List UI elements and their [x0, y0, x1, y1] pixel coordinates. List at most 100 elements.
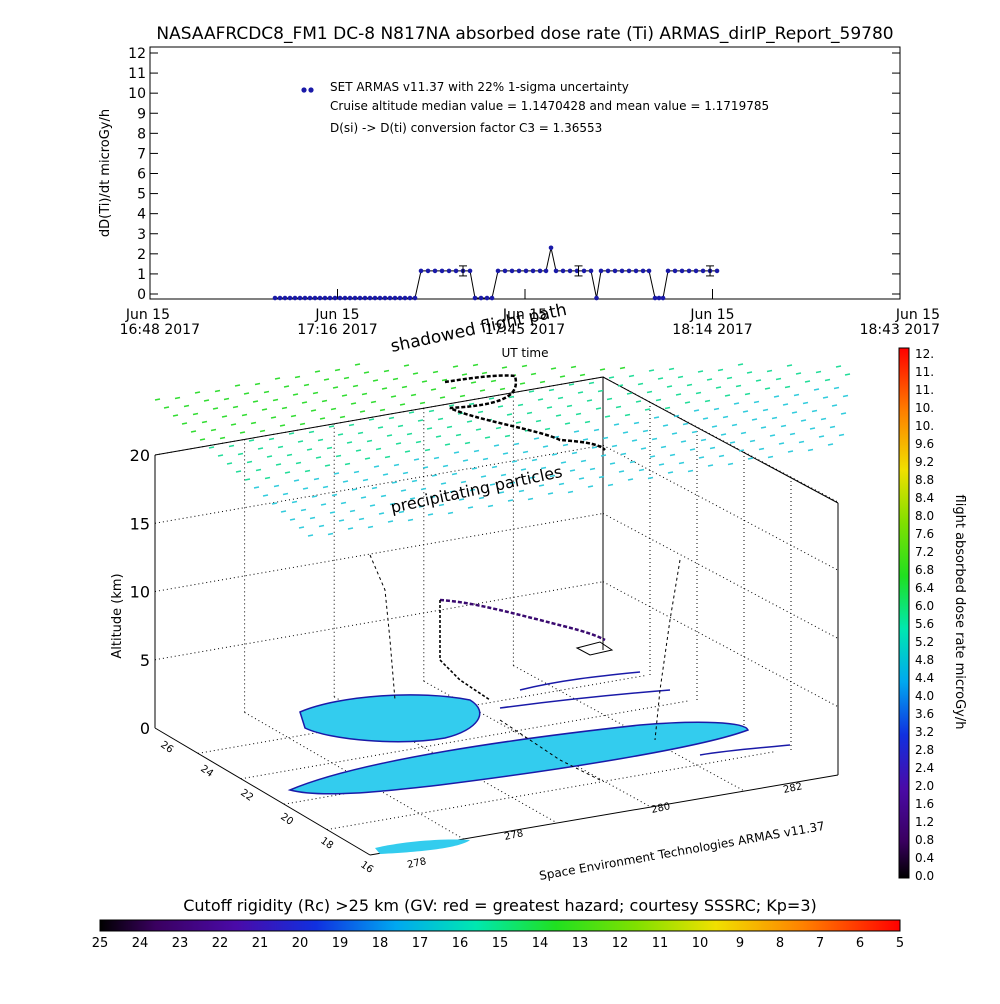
- particle-mark: [217, 454, 224, 457]
- particle-mark: [488, 397, 495, 400]
- dose-colorbar-tick-label: 9.2: [915, 455, 934, 469]
- particle-mark: [335, 454, 342, 458]
- particle-mark: [337, 433, 344, 436]
- dose-colorbar-tick-label: 3.6: [915, 707, 934, 721]
- particle-mark: [698, 456, 705, 459]
- particle-mark: [686, 383, 693, 387]
- particle-mark: [624, 413, 631, 417]
- dose-colorbar-tick-label: 10.: [915, 401, 934, 415]
- particle-mark: [221, 415, 228, 418]
- y-tick-label: 6: [137, 167, 146, 183]
- particle-mark: [608, 376, 615, 379]
- altitude-tick-label: 0: [140, 719, 150, 738]
- particle-mark: [711, 425, 718, 428]
- dose-rate-point: [472, 295, 478, 301]
- particle-mark: [432, 370, 439, 374]
- dose-rate-point: [640, 268, 646, 274]
- particle-mark: [727, 462, 734, 466]
- particle-mark: [361, 392, 368, 396]
- dose-rate-point: [489, 295, 495, 301]
- particle-mark: [444, 443, 451, 446]
- rigidity-colorbar-tick-label: 16: [452, 936, 469, 951]
- latitude-tick-label: 16: [358, 859, 375, 875]
- particle-mark: [586, 399, 593, 402]
- particle-mark: [458, 498, 465, 501]
- particle-mark: [201, 420, 208, 424]
- particle-mark: [747, 457, 754, 460]
- y-tick-label: 2: [137, 247, 146, 263]
- rigidity-colorbar-tick-label: 19: [332, 936, 349, 951]
- dose-rate-point: [660, 295, 666, 301]
- particle-mark: [332, 386, 339, 389]
- particle-mark: [418, 505, 425, 508]
- particle-mark: [660, 445, 667, 449]
- dose-colorbar-tick-label: 6.0: [915, 599, 934, 613]
- particle-mark: [669, 453, 676, 457]
- particle-mark: [446, 425, 453, 429]
- particle-mark: [526, 411, 533, 415]
- dose-rate-point: [307, 295, 313, 301]
- dose-rate-legend: SET ARMAS v11.37 with 22% 1-sigma uncert…: [301, 80, 769, 135]
- particle-mark: [450, 386, 457, 390]
- dose-rate-point: [425, 268, 431, 274]
- particle-mark: [617, 384, 624, 387]
- particle-mark: [479, 389, 486, 392]
- particle-mark: [595, 407, 602, 410]
- particle-mark: [493, 444, 500, 447]
- particle-mark: [717, 368, 724, 372]
- dose-rate-point: [509, 268, 515, 274]
- particle-mark: [477, 410, 484, 414]
- particle-mark: [507, 499, 514, 502]
- particle-mark: [324, 464, 331, 467]
- particle-mark: [482, 457, 489, 461]
- particle-mark: [235, 470, 242, 473]
- particle-mark: [307, 534, 314, 537]
- particle-mark: [762, 408, 769, 412]
- particle-mark: [480, 475, 487, 478]
- dose-colorbar-tick-label: 10.: [915, 419, 934, 433]
- particle-mark: [393, 463, 400, 467]
- x-tick-label-time: 18:43 2017: [860, 322, 940, 338]
- particle-mark: [301, 401, 308, 404]
- dose-colorbar-tick-label: 0.4: [915, 851, 934, 865]
- x-tick-label-date: Jun 15: [314, 307, 359, 323]
- y-tick-label: 1: [137, 267, 146, 283]
- particle-mark: [547, 492, 554, 495]
- particle-mark: [640, 447, 647, 450]
- particle-mark: [515, 421, 522, 424]
- particle-mark: [559, 375, 566, 378]
- particle-mark: [502, 452, 509, 455]
- particle-mark: [228, 444, 235, 448]
- dose-rate-point: [665, 268, 671, 274]
- particle-mark: [373, 465, 380, 468]
- particle-mark: [290, 414, 297, 418]
- particle-mark: [513, 442, 520, 446]
- particle-mark: [622, 431, 629, 434]
- dose-colorbar-tick-label: 3.2: [915, 725, 934, 739]
- y-tick-label: 11: [128, 66, 146, 82]
- particle-mark: [312, 391, 319, 395]
- rigidity-colorbar-tick-label: 25: [92, 936, 109, 951]
- particle-mark: [655, 398, 662, 402]
- particle-mark: [407, 518, 414, 522]
- particle-mark: [315, 456, 322, 459]
- dose-rate-point: [337, 295, 343, 301]
- rigidity-colorbar-tick-label: 11: [652, 936, 669, 951]
- dose-rate-point: [714, 268, 720, 274]
- dose-rate-point: [347, 295, 353, 301]
- latitude-tick-label: 24: [198, 763, 215, 779]
- particle-mark: [778, 442, 785, 445]
- particle-mark: [387, 520, 394, 523]
- dose-rate-point: [605, 268, 611, 274]
- particle-mark: [700, 438, 707, 442]
- particle-mark: [675, 393, 682, 396]
- particle-mark: [300, 508, 307, 512]
- particle-mark: [339, 415, 346, 419]
- particle-mark: [403, 364, 410, 367]
- y-tick-label: 10: [128, 86, 146, 102]
- particle-mark: [194, 391, 201, 394]
- dose-rate-point: [372, 295, 378, 301]
- particle-mark: [319, 417, 326, 420]
- dose-colorbar-label: flight absorbed dose rate microGy/h: [952, 495, 967, 730]
